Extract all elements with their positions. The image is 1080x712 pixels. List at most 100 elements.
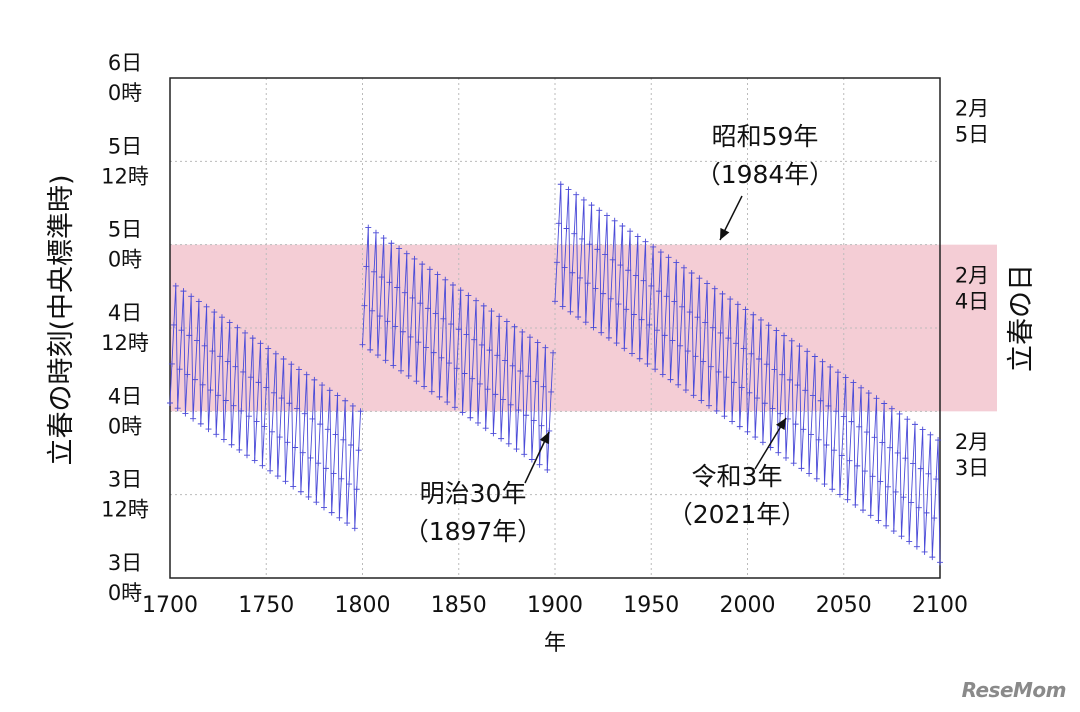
data-point-marker (326, 387, 333, 394)
data-point-marker (538, 422, 545, 429)
data-point-marker (638, 316, 645, 323)
data-point-marker (794, 382, 801, 389)
data-point-marker (369, 307, 376, 314)
data-point-marker (426, 266, 433, 273)
data-point-marker (453, 365, 460, 372)
data-point-marker (911, 421, 918, 428)
data-point-marker (222, 397, 229, 404)
data-point-marker (347, 442, 354, 449)
data-point-marker (798, 465, 805, 472)
data-point-marker (480, 302, 487, 309)
data-point-marker (322, 465, 329, 472)
y-tick-time-label: 12時 (101, 164, 149, 188)
data-point-marker (278, 395, 285, 402)
data-point-marker (438, 354, 445, 361)
data-point-marker (328, 509, 335, 516)
data-point-marker (792, 421, 799, 428)
data-point-marker (569, 269, 576, 276)
data-point-marker (332, 431, 339, 438)
data-point-marker (896, 410, 903, 417)
data-point-marker (192, 376, 199, 383)
data-point-marker (679, 303, 686, 310)
data-point-marker (773, 327, 780, 334)
data-point-marker (446, 360, 453, 367)
data-point-marker (865, 390, 872, 397)
data-point-marker (682, 387, 689, 394)
data-point-marker (819, 358, 826, 365)
x-tick-label: 1900 (527, 593, 583, 618)
x-tick-label: 1950 (623, 593, 679, 618)
y-tick-time-label: 12時 (101, 331, 149, 355)
data-point-marker (349, 402, 356, 409)
data-point-marker (833, 408, 840, 415)
data-point-marker (319, 382, 326, 389)
data-point-marker (190, 415, 197, 422)
data-point-marker (590, 324, 597, 331)
data-point-marker (744, 428, 751, 435)
right-tick-day-label: 5日 (955, 123, 989, 147)
data-point-marker (586, 241, 593, 248)
data-point-marker (299, 449, 306, 456)
data-point-marker (503, 318, 510, 325)
data-point-marker (898, 533, 905, 540)
data-point-marker (852, 501, 859, 508)
x-tick-label: 2000 (720, 593, 776, 618)
data-point-marker (840, 413, 847, 420)
data-point-marker (307, 454, 314, 461)
data-point-marker (449, 282, 456, 289)
data-point-marker (168, 360, 175, 367)
data-point-marker (607, 295, 614, 302)
data-point-marker (559, 303, 566, 310)
data-point-marker (490, 430, 497, 437)
data-point-marker (526, 334, 533, 341)
data-point-marker (249, 335, 256, 342)
data-point-marker (900, 494, 907, 501)
annotation-label: 令和3年 (692, 462, 783, 491)
data-point-marker (253, 418, 260, 425)
data-point-marker (854, 462, 861, 469)
x-tick-label: 2100 (912, 593, 968, 618)
data-point-marker (321, 504, 327, 511)
data-point-marker (407, 333, 414, 340)
data-point-marker (763, 361, 770, 368)
data-point-marker (436, 393, 443, 400)
data-point-marker (409, 294, 416, 301)
data-point-marker (476, 380, 483, 387)
data-point-marker (765, 322, 772, 329)
data-point-marker (935, 437, 942, 444)
data-point-marker (351, 525, 358, 532)
x-tick-labels: 1700 1750 1800 1850 1900 1950 2000 2050 2100 (142, 593, 968, 618)
data-point-marker (757, 316, 764, 323)
data-point-marker (384, 318, 391, 325)
data-point-marker (704, 280, 711, 287)
watermark-logo: ReseMom (961, 678, 1067, 702)
data-point-marker (721, 413, 728, 420)
data-point-marker (390, 362, 397, 369)
data-point-marker (636, 355, 643, 362)
data-point-marker (540, 383, 547, 390)
data-point-marker (536, 461, 543, 468)
data-point-marker (873, 395, 880, 402)
data-point-marker (707, 363, 714, 370)
data-point-marker (632, 272, 639, 279)
annotation-year-label: （1984年） (696, 160, 835, 189)
data-point-marker (584, 280, 591, 287)
data-point-marker (846, 457, 853, 464)
data-point-marker (808, 431, 815, 438)
data-point-marker (496, 313, 503, 320)
data-point-marker (257, 340, 264, 347)
data-point-marker (292, 444, 299, 451)
data-point-marker (869, 473, 876, 480)
data-point-marker (669, 337, 676, 344)
data-point-marker (178, 327, 185, 334)
data-point-marker (815, 436, 822, 443)
y-tick-day-label: 4日 (108, 301, 142, 325)
data-point-marker (301, 410, 308, 417)
data-point-marker (305, 493, 312, 500)
data-point-marker (167, 400, 173, 406)
data-point-marker (413, 378, 420, 385)
data-point-marker (686, 309, 693, 316)
data-point-marker (263, 384, 270, 391)
data-point-marker (802, 387, 809, 394)
